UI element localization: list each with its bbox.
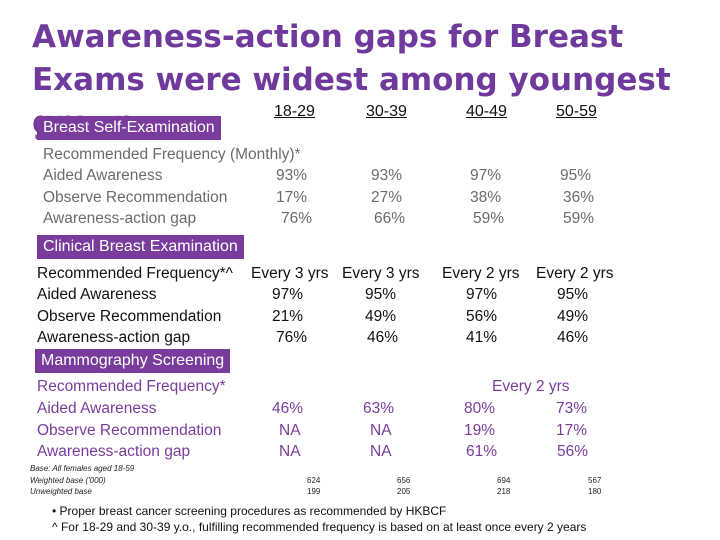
cbe-awareness-18-29: 97% xyxy=(272,286,304,303)
age-header-40-49: 40-49 xyxy=(466,103,507,120)
bse-row-label-awareness: Aided Awareness xyxy=(43,167,163,184)
cbe-observe-18-29: 21% xyxy=(272,308,304,325)
mammo-gap-30-39: NA xyxy=(370,443,392,460)
cbe-frequency-30-39: Every 3 yrs xyxy=(342,265,420,282)
unweighted-base-30-39: 205 xyxy=(397,487,411,496)
cbe-row-label-frequency: Recommended Frequency*^ xyxy=(37,265,233,282)
cbe-observe-40-49: 56% xyxy=(466,308,498,325)
cbe-frequency-40-49: Every 2 yrs xyxy=(442,265,520,282)
weighted-base-30-39: 656 xyxy=(397,476,411,485)
cbe-frequency-18-29: Every 3 yrs xyxy=(251,265,329,282)
mammo-gap-18-29: NA xyxy=(279,443,301,460)
mammo-observe-18-29: NA xyxy=(279,422,301,439)
bse-gap-30-39: 66% xyxy=(374,210,406,227)
base-label: Base: All females aged 18-59 xyxy=(30,464,135,473)
unweighted-base-50-59: 180 xyxy=(588,487,602,496)
mammo-awareness-50-59: 73% xyxy=(556,400,588,417)
bse-row-label-gap: Awareness-action gap xyxy=(43,210,197,227)
footnote-procedures: • Proper breast cancer screening procedu… xyxy=(52,504,447,518)
age-header-30-39: 30-39 xyxy=(366,103,407,120)
cbe-awareness-30-39: 95% xyxy=(365,286,397,303)
cbe-row-label-observe: Observe Recommendation xyxy=(37,308,222,325)
mammo-gap-50-59: 56% xyxy=(557,443,589,460)
bse-gap-40-49: 59% xyxy=(473,210,505,227)
unweighted-base-label: Unweighted base xyxy=(30,487,92,496)
cbe-frequency-50-59: Every 2 yrs xyxy=(536,265,614,282)
cbe-observe-30-39: 49% xyxy=(365,308,397,325)
section-label-mammo: Mammography Screening xyxy=(35,349,231,373)
page-title: Awareness-action gaps for Breast Exams w… xyxy=(32,19,671,141)
weighted-base-50-59: 567 xyxy=(588,476,602,485)
bse-gap-50-59: 59% xyxy=(563,210,595,227)
cbe-row-label-awareness: Aided Awareness xyxy=(37,286,157,303)
section-label-cbe: Clinical Breast Examination xyxy=(37,235,244,259)
cbe-observe-50-59: 49% xyxy=(557,308,589,325)
unweighted-base-18-29: 199 xyxy=(307,487,321,496)
age-header-50-59: 50-59 xyxy=(556,103,597,120)
mammo-frequency-40-59: Every 2 yrs xyxy=(492,378,570,395)
bse-gap-18-29: 76% xyxy=(281,210,313,227)
cbe-gap-50-59: 46% xyxy=(557,329,589,346)
mammo-awareness-30-39: 63% xyxy=(363,400,395,417)
mammo-row-label-gap: Awareness-action gap xyxy=(37,443,191,460)
bse-awareness-18-29: 93% xyxy=(276,167,308,184)
cbe-awareness-40-49: 97% xyxy=(466,286,498,303)
age-header-18-29: 18-29 xyxy=(274,103,315,120)
unweighted-base-40-49: 218 xyxy=(497,487,511,496)
mammo-awareness-18-29: 46% xyxy=(272,400,304,417)
section-label-bse: Breast Self-Examination xyxy=(37,116,221,140)
bse-awareness-50-59: 95% xyxy=(560,167,592,184)
weighted-base-40-49: 694 xyxy=(497,476,511,485)
mammo-gap-40-49: 61% xyxy=(466,443,498,460)
mammo-awareness-40-49: 80% xyxy=(464,400,496,417)
bse-awareness-40-49: 97% xyxy=(470,167,502,184)
mammo-row-label-frequency: Recommended Frequency* xyxy=(37,378,226,395)
cbe-row-label-gap: Awareness-action gap xyxy=(37,329,191,346)
mammo-observe-40-49: 19% xyxy=(464,422,496,439)
mammo-observe-50-59: 17% xyxy=(556,422,588,439)
cbe-gap-40-49: 41% xyxy=(466,329,498,346)
bse-observe-30-39: 27% xyxy=(371,189,403,206)
mammo-row-label-awareness: Aided Awareness xyxy=(37,400,157,417)
bse-observe-18-29: 17% xyxy=(276,189,308,206)
bse-row-label-frequency: Recommended Frequency (Monthly)* xyxy=(43,146,301,163)
mammo-observe-30-39: NA xyxy=(370,422,392,439)
mammo-row-label-observe: Observe Recommendation xyxy=(37,422,222,439)
cbe-awareness-50-59: 95% xyxy=(557,286,589,303)
bse-row-label-observe: Observe Recommendation xyxy=(43,189,228,206)
footnote-frequency: ^ For 18-29 and 30-39 y.o., fulfilling r… xyxy=(52,520,587,534)
cbe-gap-18-29: 76% xyxy=(276,329,308,346)
bse-observe-40-49: 38% xyxy=(470,189,502,206)
cbe-gap-30-39: 46% xyxy=(367,329,399,346)
weighted-base-18-29: 624 xyxy=(307,476,321,485)
weighted-base-label: Weighted base ('000) xyxy=(30,476,106,485)
bse-awareness-30-39: 93% xyxy=(371,167,403,184)
bse-observe-50-59: 36% xyxy=(563,189,595,206)
